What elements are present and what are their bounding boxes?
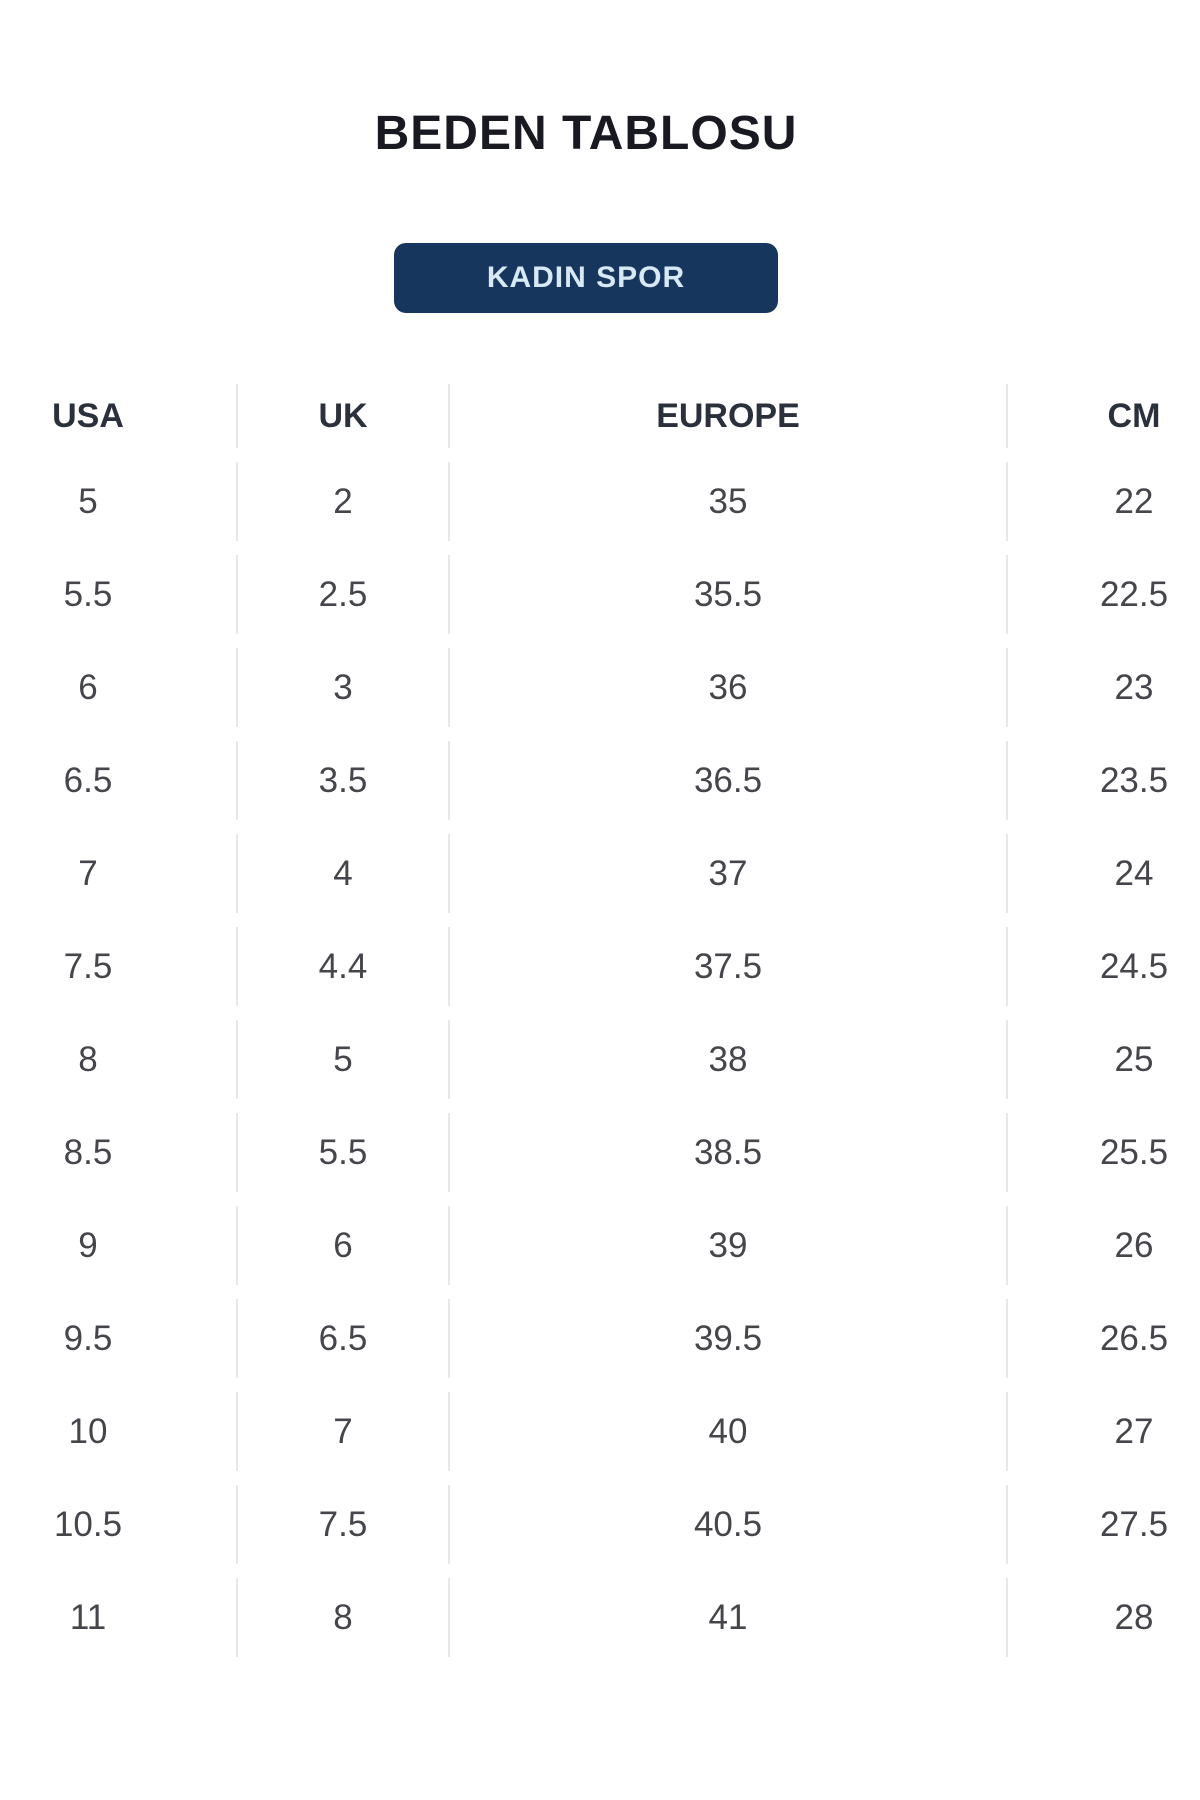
table-cell: 23 bbox=[1008, 648, 1200, 727]
column-header-europe: EUROPE bbox=[450, 384, 1008, 448]
header-section: BEDEN TABLOSU KADIN SPOR bbox=[0, 0, 1200, 313]
table-cell: 26 bbox=[1008, 1206, 1200, 1285]
table-cell: 10.5 bbox=[0, 1485, 238, 1564]
table-cell: 36.5 bbox=[450, 741, 1008, 820]
table-cell: 7 bbox=[0, 834, 238, 913]
table-cell: 5.5 bbox=[0, 555, 238, 634]
table-cell: 11 bbox=[0, 1578, 238, 1657]
table-cell: 5.5 bbox=[238, 1113, 450, 1192]
table-cell: 7.5 bbox=[238, 1485, 450, 1564]
table-cell: 22 bbox=[1008, 462, 1200, 541]
table-cell: 26.5 bbox=[1008, 1299, 1200, 1378]
table-row: 8 5 38 25 bbox=[0, 1020, 1200, 1099]
table-cell: 37 bbox=[450, 834, 1008, 913]
table-row: 5 2 35 22 bbox=[0, 462, 1200, 541]
table-cell: 35 bbox=[450, 462, 1008, 541]
table-cell: 9 bbox=[0, 1206, 238, 1285]
page-title: BEDEN TABLOSU bbox=[374, 107, 798, 160]
table-row: 5.5 2.5 35.5 22.5 bbox=[0, 555, 1200, 634]
table-cell: 6.5 bbox=[0, 741, 238, 820]
table-cell: 38 bbox=[450, 1020, 1008, 1099]
column-header-cm: CM bbox=[1008, 384, 1200, 448]
table-cell: 24.5 bbox=[1008, 927, 1200, 1006]
table-row: 7 4 37 24 bbox=[0, 834, 1200, 913]
table-cell: 41 bbox=[450, 1578, 1008, 1657]
table-row: 10 7 40 27 bbox=[0, 1392, 1200, 1471]
table-cell: 4 bbox=[238, 834, 450, 913]
table-cell: 6 bbox=[238, 1206, 450, 1285]
size-conversion-table: USA UK EUROPE CM 5 2 35 22 5.5 2.5 35.5 22.5 6 3 36 23… bbox=[0, 370, 1200, 1671]
table-row: 8.5 5.5 38.5 25.5 bbox=[0, 1113, 1200, 1192]
table-cell: 10 bbox=[0, 1392, 238, 1471]
table-row: 9.5 6.5 39.5 26.5 bbox=[0, 1299, 1200, 1378]
table-cell: 27.5 bbox=[1008, 1485, 1200, 1564]
table-cell: 25 bbox=[1008, 1020, 1200, 1099]
table-row: 9 6 39 26 bbox=[0, 1206, 1200, 1285]
table-row: 6.5 3.5 36.5 23.5 bbox=[0, 741, 1200, 820]
table-cell: 4.4 bbox=[238, 927, 450, 1006]
table-cell: 40 bbox=[450, 1392, 1008, 1471]
table-cell: 5 bbox=[0, 462, 238, 541]
table-header-row: USA UK EUROPE CM bbox=[0, 384, 1200, 448]
table-cell: 28 bbox=[1008, 1578, 1200, 1657]
table-cell: 39 bbox=[450, 1206, 1008, 1285]
table-cell: 37.5 bbox=[450, 927, 1008, 1006]
table-cell: 35.5 bbox=[450, 555, 1008, 634]
table-cell: 7 bbox=[238, 1392, 450, 1471]
table-body: 5 2 35 22 5.5 2.5 35.5 22.5 6 3 36 23 6.5 3.5 36.5 23.5… bbox=[0, 462, 1200, 1657]
table-cell: 5 bbox=[238, 1020, 450, 1099]
column-header-uk: UK bbox=[238, 384, 450, 448]
table-cell: 8 bbox=[0, 1020, 238, 1099]
table-cell: 9.5 bbox=[0, 1299, 238, 1378]
table-cell: 36 bbox=[450, 648, 1008, 727]
table-cell: 38.5 bbox=[450, 1113, 1008, 1192]
table-cell: 39.5 bbox=[450, 1299, 1008, 1378]
table-cell: 40.5 bbox=[450, 1485, 1008, 1564]
table-row: 11 8 41 28 bbox=[0, 1578, 1200, 1657]
table-cell: 23.5 bbox=[1008, 741, 1200, 820]
table-cell: 3.5 bbox=[238, 741, 450, 820]
table-cell: 2 bbox=[238, 462, 450, 541]
table-cell: 2.5 bbox=[238, 555, 450, 634]
table-row: 10.5 7.5 40.5 27.5 bbox=[0, 1485, 1200, 1564]
category-button-kadin-spor[interactable]: KADIN SPOR bbox=[394, 243, 778, 313]
column-header-usa: USA bbox=[0, 384, 238, 448]
table-row: 6 3 36 23 bbox=[0, 648, 1200, 727]
table-cell: 6 bbox=[0, 648, 238, 727]
table-cell: 8.5 bbox=[0, 1113, 238, 1192]
table-cell: 8 bbox=[238, 1578, 450, 1657]
table-cell: 3 bbox=[238, 648, 450, 727]
table-header: USA UK EUROPE CM bbox=[0, 384, 1200, 448]
table-cell: 25.5 bbox=[1008, 1113, 1200, 1192]
table-row: 7.5 4.4 37.5 24.5 bbox=[0, 927, 1200, 1006]
table-cell: 7.5 bbox=[0, 927, 238, 1006]
table-cell: 24 bbox=[1008, 834, 1200, 913]
table-cell: 6.5 bbox=[238, 1299, 450, 1378]
table-cell: 22.5 bbox=[1008, 555, 1200, 634]
table-cell: 27 bbox=[1008, 1392, 1200, 1471]
